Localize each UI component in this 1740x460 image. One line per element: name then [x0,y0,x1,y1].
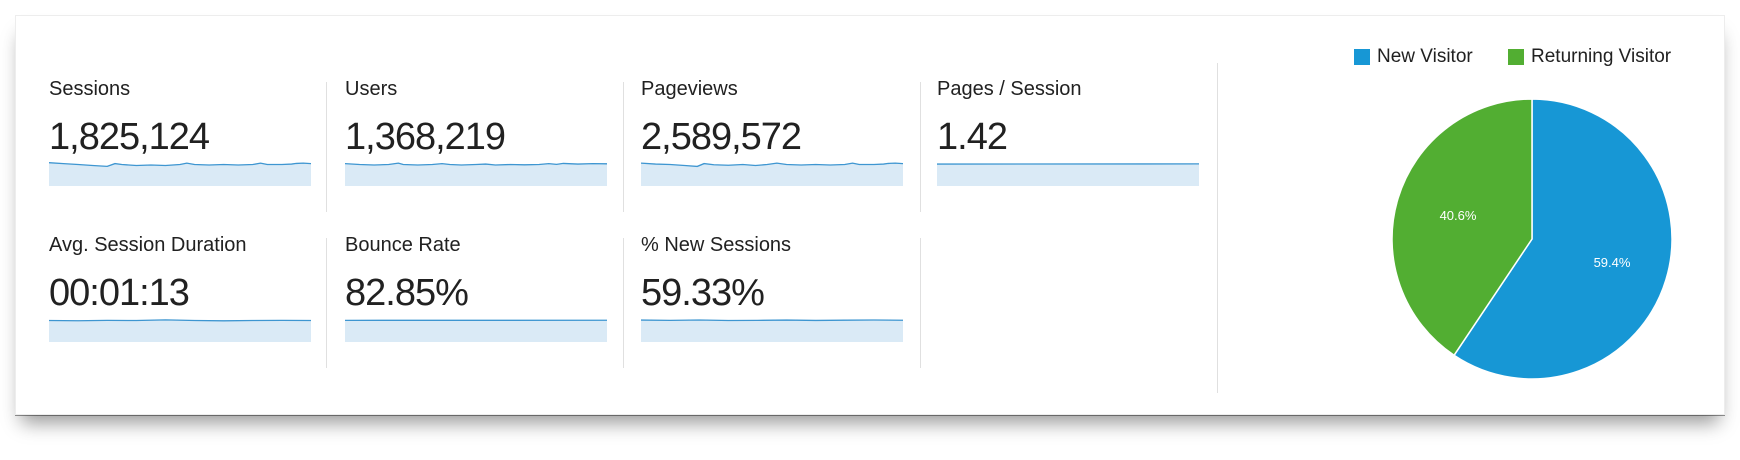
svg-text:59.4%: 59.4% [1594,255,1631,270]
svg-text:40.6%: 40.6% [1440,208,1477,223]
